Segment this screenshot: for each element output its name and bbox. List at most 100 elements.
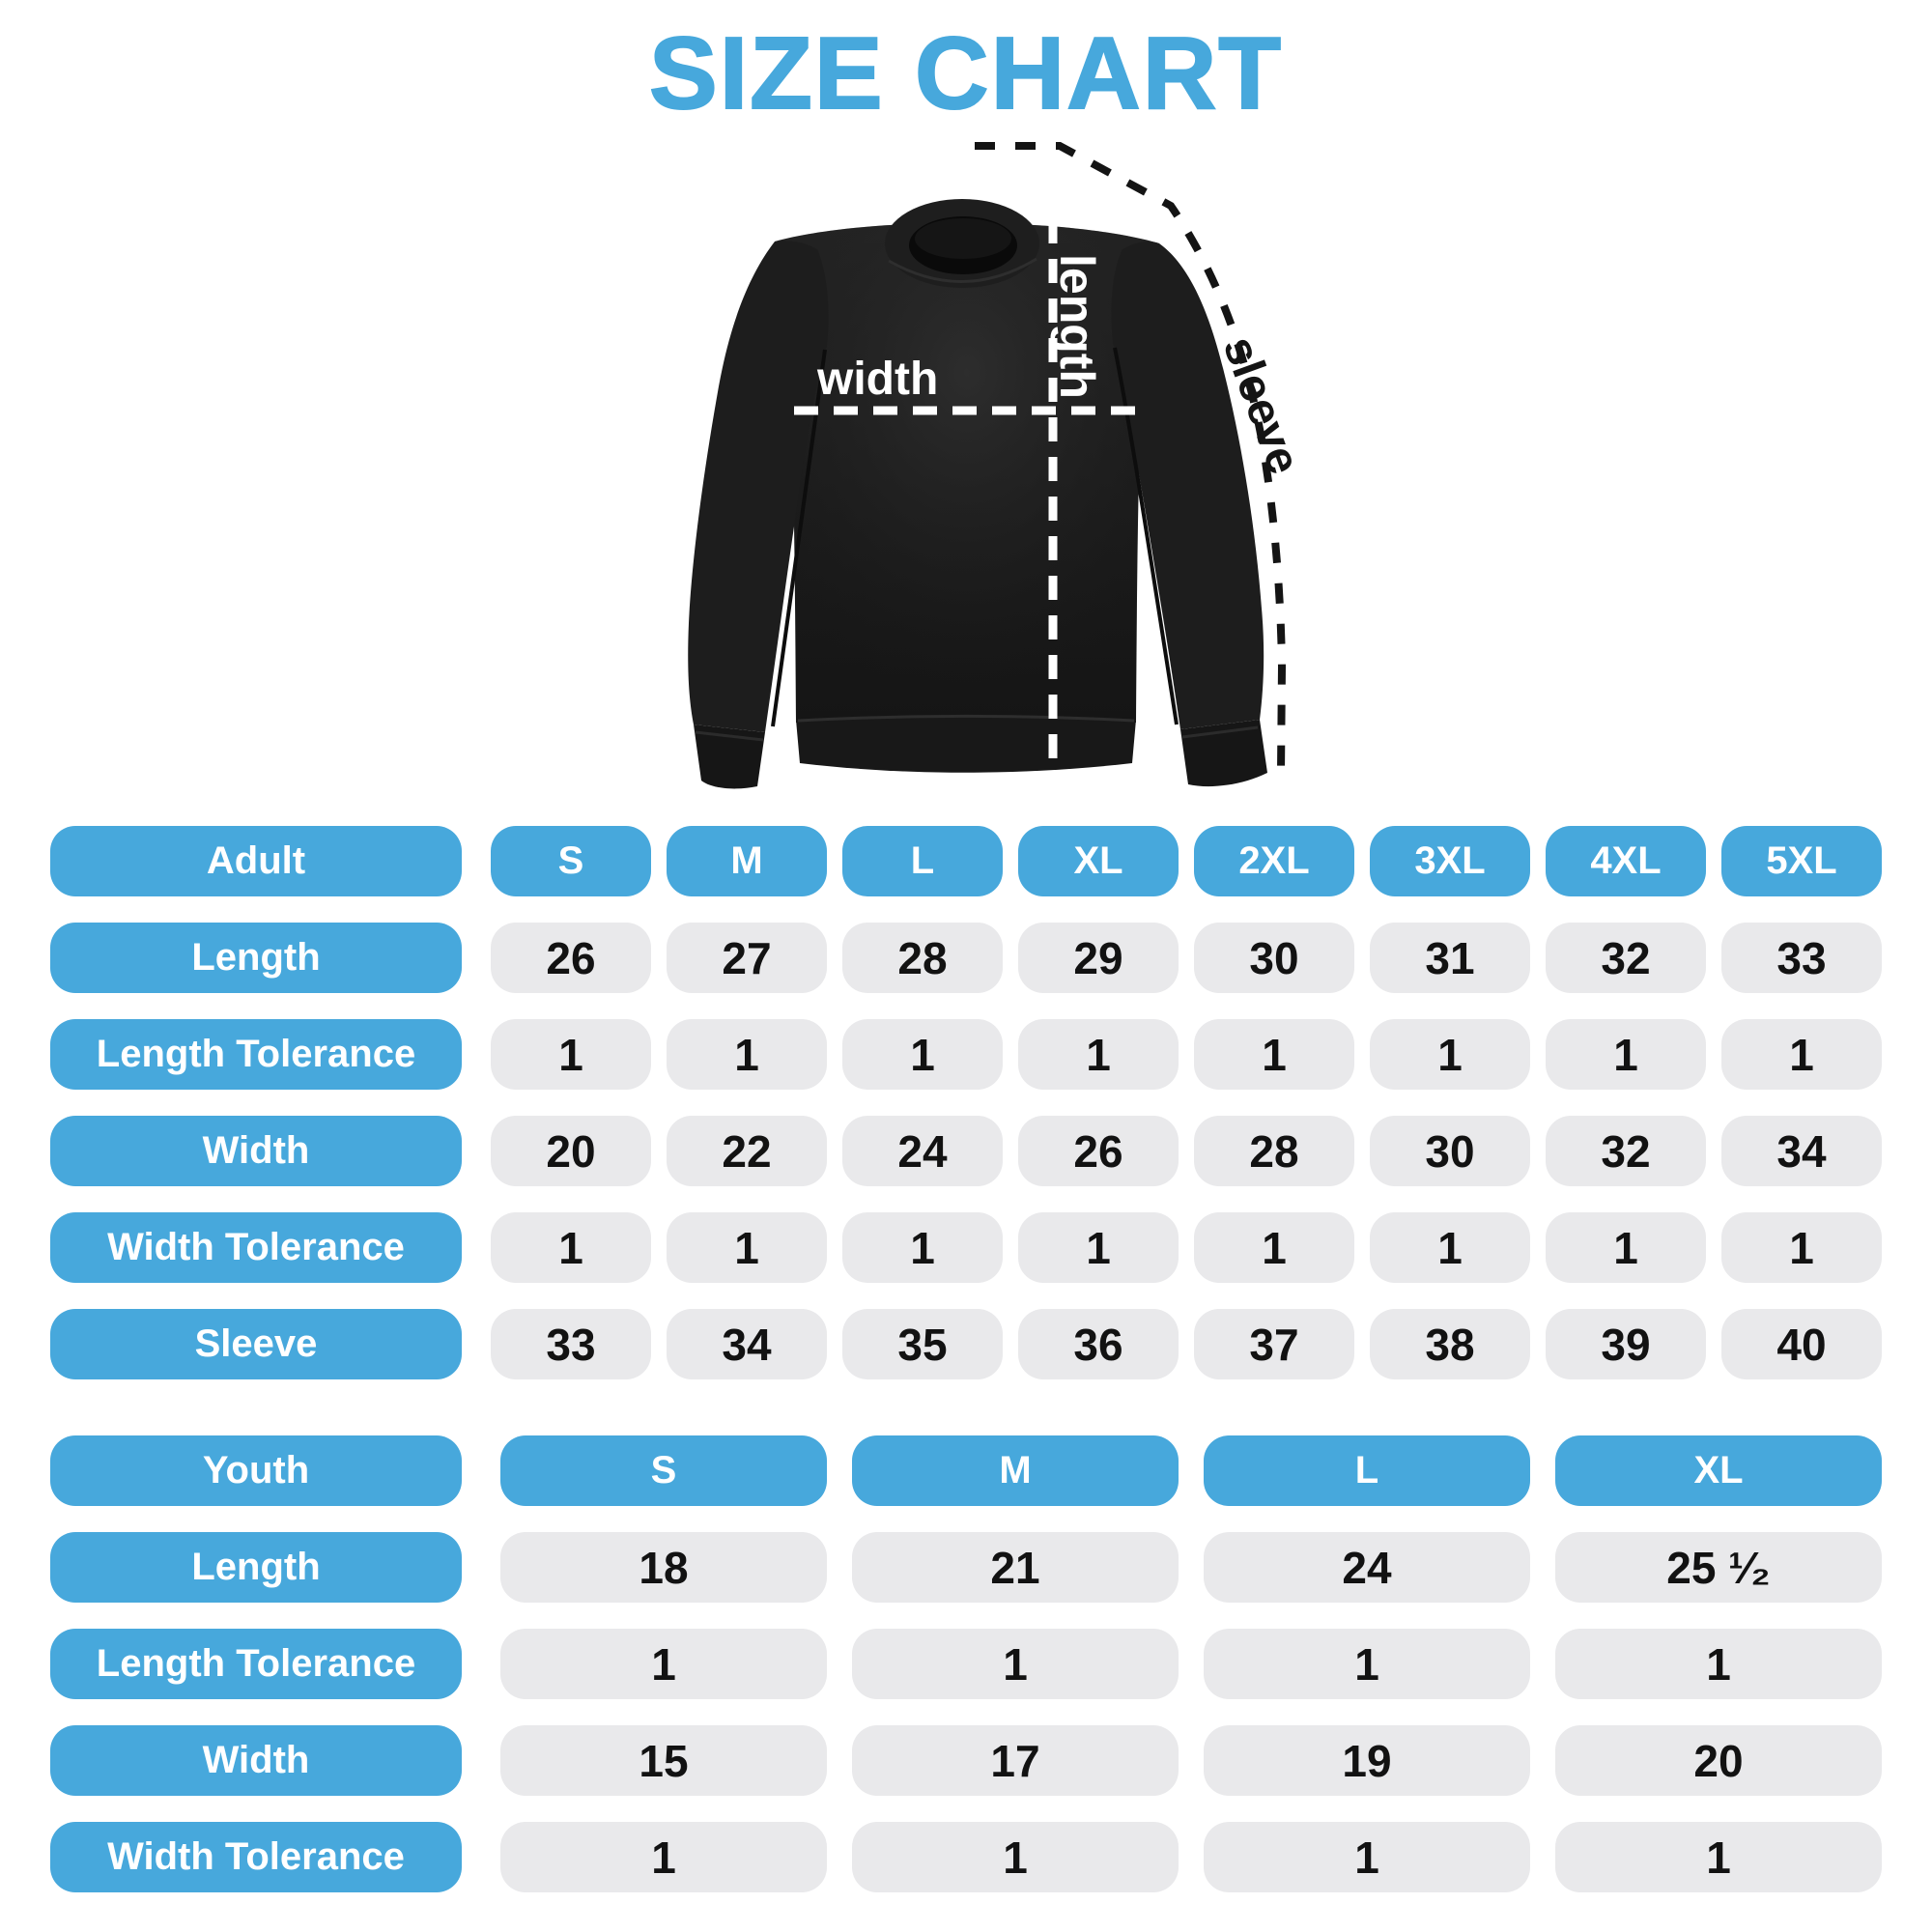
cell-value: 15 (500, 1725, 827, 1796)
cell-value: 20 (491, 1116, 651, 1186)
cell-value: 1 (500, 1629, 827, 1699)
cell-value: 1 (1721, 1019, 1882, 1090)
cell-value: 1 (1194, 1212, 1354, 1283)
cell-value: 1 (1721, 1212, 1882, 1283)
cell-value: 34 (667, 1309, 827, 1379)
cell-value: 38 (1370, 1309, 1530, 1379)
cell-value: 28 (842, 923, 1003, 993)
row-label: Length Tolerance (50, 1019, 462, 1090)
cell-value: 26 (1018, 1116, 1179, 1186)
adult-size-header-5xl: 5XL (1721, 826, 1882, 896)
cell-value: 1 (842, 1019, 1003, 1090)
row-label: Length Tolerance (50, 1629, 462, 1699)
cell-value: 1 (1546, 1212, 1706, 1283)
cell-value: 1 (1555, 1629, 1882, 1699)
cell-value: 1 (667, 1212, 827, 1283)
cell-value: 31 (1370, 923, 1530, 993)
cell-value: 27 (667, 923, 827, 993)
cell-value: 1 (1546, 1019, 1706, 1090)
adult-size-header-2xl: 2XL (1194, 826, 1354, 896)
page-title: SIZE CHART (648, 15, 1283, 131)
garment-sleeves (688, 241, 1267, 789)
table-row: Length Tolerance 1 1 1 1 1 1 1 1 (50, 1019, 1882, 1090)
youth-size-header-l: L (1204, 1435, 1530, 1506)
cell-value: 20 (1555, 1725, 1882, 1796)
sweatshirt-figure: width length sleeve (688, 142, 1310, 816)
cell-value: 24 (1204, 1532, 1530, 1603)
row-label: Sleeve (50, 1309, 462, 1379)
cell-value: 37 (1194, 1309, 1354, 1379)
table-row: Length 18 21 24 25 ¹⁄₂ (50, 1532, 1882, 1603)
cell-value: 1 (1370, 1019, 1530, 1090)
row-label: Length (50, 923, 462, 993)
garment-body (775, 222, 1159, 773)
row-label: Width Tolerance (50, 1822, 462, 1892)
cell-value: 22 (667, 1116, 827, 1186)
table-row: Length 26 27 28 29 30 31 32 33 (50, 923, 1882, 993)
width-label: width (816, 354, 938, 405)
row-label: Width (50, 1116, 462, 1186)
cell-value: 1 (1018, 1019, 1179, 1090)
cell-value: 1 (1370, 1212, 1530, 1283)
cell-value: 1 (1204, 1822, 1530, 1892)
youth-size-header-xl: XL (1555, 1435, 1882, 1506)
adult-header-row: Adult S M L XL 2XL 3XL 4XL 5XL (50, 826, 1882, 896)
cell-value: 1 (1555, 1822, 1882, 1892)
adult-size-header-l: L (842, 826, 1003, 896)
cell-value: 1 (852, 1822, 1179, 1892)
cell-value: 39 (1546, 1309, 1706, 1379)
cell-value: 34 (1721, 1116, 1882, 1186)
cell-value: 36 (1018, 1309, 1179, 1379)
cell-value: 1 (1204, 1629, 1530, 1699)
table-row: Width Tolerance 1 1 1 1 (50, 1822, 1882, 1892)
adult-size-header-s: S (491, 826, 651, 896)
adult-size-header-m: M (667, 826, 827, 896)
length-label: length (1050, 254, 1104, 399)
cell-value: 1 (1018, 1212, 1179, 1283)
youth-table-title: Youth (50, 1435, 462, 1506)
table-row: Width 15 17 19 20 (50, 1725, 1882, 1796)
cell-value: 33 (491, 1309, 651, 1379)
cell-value: 1 (852, 1629, 1179, 1699)
cell-value: 17 (852, 1725, 1179, 1796)
cell-value: 35 (842, 1309, 1003, 1379)
cell-value: 21 (852, 1532, 1179, 1603)
youth-size-header-m: M (852, 1435, 1179, 1506)
row-label: Length (50, 1532, 462, 1603)
adult-size-header-xl: XL (1018, 826, 1179, 896)
youth-size-header-s: S (500, 1435, 827, 1506)
cell-value: 40 (1721, 1309, 1882, 1379)
cell-value: 33 (1721, 923, 1882, 993)
youth-size-table: Youth S M L XL Length 18 21 24 25 ¹⁄₂ Le… (50, 1435, 1882, 1892)
adult-size-table: Adult S M L XL 2XL 3XL 4XL 5XL Length 26… (50, 826, 1882, 1379)
cell-value: 19 (1204, 1725, 1530, 1796)
adult-table-title: Adult (50, 826, 462, 896)
cell-value: 18 (500, 1532, 827, 1603)
sweatshirt-diagram: width length sleeve (541, 97, 1391, 821)
table-row: Width Tolerance 1 1 1 1 1 1 1 1 (50, 1212, 1882, 1283)
cell-value: 26 (491, 923, 651, 993)
table-row: Sleeve 33 34 35 36 37 38 39 40 (50, 1309, 1882, 1379)
row-label: Width Tolerance (50, 1212, 462, 1283)
table-row: Width 20 22 24 26 28 30 32 34 (50, 1116, 1882, 1186)
cell-value: 29 (1018, 923, 1179, 993)
cell-value: 1 (842, 1212, 1003, 1283)
adult-size-header-3xl: 3XL (1370, 826, 1530, 896)
cell-value: 24 (842, 1116, 1003, 1186)
garment-collar (885, 199, 1039, 288)
row-label: Width (50, 1725, 462, 1796)
cell-value: 28 (1194, 1116, 1354, 1186)
cell-value: 1 (667, 1019, 827, 1090)
table-row: Length Tolerance 1 1 1 1 (50, 1629, 1882, 1699)
cell-value: 25 ¹⁄₂ (1555, 1532, 1882, 1603)
cell-value: 32 (1546, 1116, 1706, 1186)
cell-value: 30 (1194, 923, 1354, 993)
adult-size-header-4xl: 4XL (1546, 826, 1706, 896)
cell-value: 1 (1194, 1019, 1354, 1090)
cell-value: 30 (1370, 1116, 1530, 1186)
cell-value: 32 (1546, 923, 1706, 993)
youth-header-row: Youth S M L XL (50, 1435, 1882, 1506)
cell-value: 1 (500, 1822, 827, 1892)
cell-value: 1 (491, 1019, 651, 1090)
